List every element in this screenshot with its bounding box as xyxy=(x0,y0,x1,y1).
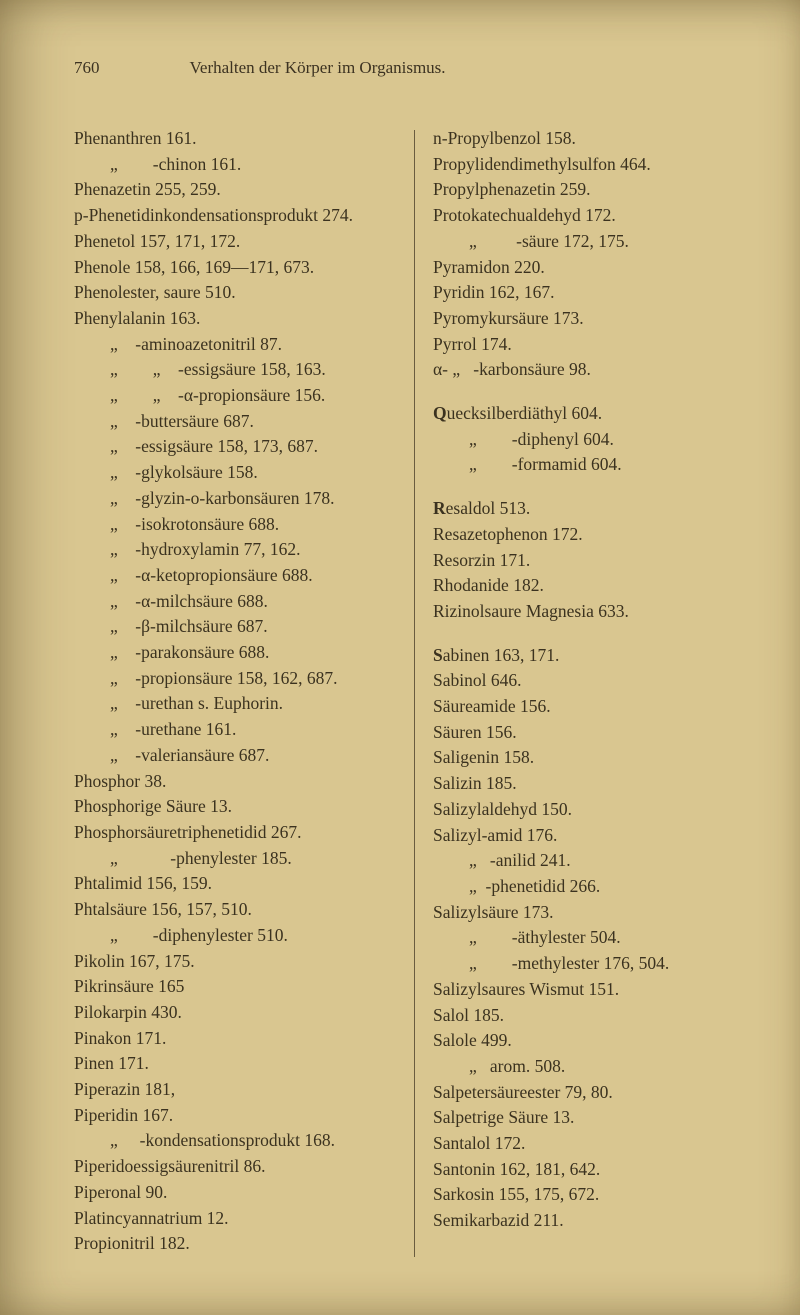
index-entry: Pikolin 167, 175. xyxy=(74,949,400,975)
index-entry: „ „ -essigsäure 158, 163. xyxy=(74,357,400,383)
index-entry: Phosphorsäuretriphenetidid 267. xyxy=(74,820,400,846)
index-entry: „ -methylester 176, 504. xyxy=(433,951,753,977)
index-entry: Pyrrol 174. xyxy=(433,332,753,358)
index-entry: Propylidendimethylsulfon 464. xyxy=(433,152,753,178)
index-entry: Phtalimid 156, 159. xyxy=(74,871,400,897)
index-entry: „ -urethane 161. xyxy=(74,717,400,743)
page-header: 760 Verhalten der Körper im Organismus. xyxy=(74,58,770,78)
index-entry: Santonin 162, 181, 642. xyxy=(433,1157,753,1183)
index-entry: Säureamide 156. xyxy=(433,694,753,720)
index-entry: Quecksilberdiäthyl 604. xyxy=(433,401,753,427)
index-entry: Rhodanide 182. xyxy=(433,573,753,599)
section-initial: Q xyxy=(433,403,447,423)
index-entry: „ -formamid 604. xyxy=(433,452,753,478)
index-entry: „ -säure 172, 175. xyxy=(433,229,753,255)
index-entry: p-Phenetidinkondensationsprodukt 274. xyxy=(74,203,400,229)
index-entry: „ -diphenyl 604. xyxy=(433,427,753,453)
index-entry: Resaldol 513. xyxy=(433,496,753,522)
index-entry: Phenylalanin 163. xyxy=(74,306,400,332)
index-entry: „ -phenylester 185. xyxy=(74,846,400,872)
index-entry: Phtalsäure 156, 157, 510. xyxy=(74,897,400,923)
index-entry: „ -β-milchsäure 687. xyxy=(74,614,400,640)
index-entry: Salpetrige Säure 13. xyxy=(433,1105,753,1131)
index-entry: „ -äthylester 504. xyxy=(433,925,753,951)
index-entry: Piperidin 167. xyxy=(74,1103,400,1129)
index-entry: „ arom. 508. xyxy=(433,1054,753,1080)
index-entry: Salizyl-amid 176. xyxy=(433,823,753,849)
index-entry: Platincyannatrium 12. xyxy=(74,1206,400,1232)
index-entry: Rizinolsaure Magnesia 633. xyxy=(433,599,753,625)
index-entry: Piperonal 90. xyxy=(74,1180,400,1206)
index-columns: Phenanthren 161.„ -chinon 161.Phenazetin… xyxy=(74,126,770,1257)
index-entry: „ -α-milchsäure 688. xyxy=(74,589,400,615)
index-entry: Phenolester, saure 510. xyxy=(74,280,400,306)
index-entry: Pilokarpin 430. xyxy=(74,1000,400,1026)
index-entry: Propionitril 182. xyxy=(74,1231,400,1257)
index-entry: Phenanthren 161. xyxy=(74,126,400,152)
index-entry: Pinen 171. xyxy=(74,1051,400,1077)
index-entry: Salizylaldehyd 150. xyxy=(433,797,753,823)
index-entry: n-Propylbenzol 158. xyxy=(433,126,753,152)
index-entry: Resorzin 171. xyxy=(433,548,753,574)
index-entry: Propylphenazetin 259. xyxy=(433,177,753,203)
index-entry: Pyromykursäure 173. xyxy=(433,306,753,332)
index-entry: Saligenin 158. xyxy=(433,745,753,771)
running-title: Verhalten der Körper im Organismus. xyxy=(190,58,446,78)
index-entry: Resazetophenon 172. xyxy=(433,522,753,548)
index-entry: Piperazin 181, xyxy=(74,1077,400,1103)
index-entry: „ -chinon 161. xyxy=(74,152,400,178)
section-initial: R xyxy=(433,498,446,518)
index-column-left: Phenanthren 161.„ -chinon 161.Phenazetin… xyxy=(74,126,414,1257)
index-entry: Pyridin 162, 167. xyxy=(433,280,753,306)
index-entry: Pinakon 171. xyxy=(74,1026,400,1052)
index-entry: Phosphor 38. xyxy=(74,769,400,795)
index-entry: „ -diphenylester 510. xyxy=(74,923,400,949)
index-entry: Pikrinsäure 165 xyxy=(74,974,400,1000)
index-entry: Salizin 185. xyxy=(433,771,753,797)
index-entry: Salizylsaures Wismut 151. xyxy=(433,977,753,1003)
index-entry: „ -aminoazetonitril 87. xyxy=(74,332,400,358)
index-entry: Piperidoessigsäurenitril 86. xyxy=(74,1154,400,1180)
index-entry: Santalol 172. xyxy=(433,1131,753,1157)
index-entry: Semikarbazid 211. xyxy=(433,1208,753,1234)
index-entry: Sabinol 646. xyxy=(433,668,753,694)
index-entry: Protokatechualdehyd 172. xyxy=(433,203,753,229)
index-entry: Salizylsäure 173. xyxy=(433,900,753,926)
index-entry: „ -urethan s. Euphorin. xyxy=(74,691,400,717)
index-entry: Salole 499. xyxy=(433,1028,753,1054)
index-entry: Pyramidon 220. xyxy=(433,255,753,281)
index-entry: „ -α-ketopropionsäure 688. xyxy=(74,563,400,589)
index-entry: „ -parakonsäure 688. xyxy=(74,640,400,666)
index-entry: „ -buttersäure 687. xyxy=(74,409,400,435)
index-entry: „ -glyzin-o-karbonsäuren 178. xyxy=(74,486,400,512)
section-initial: S xyxy=(433,645,443,665)
index-entry: „ -kondensationsprodukt 168. xyxy=(74,1128,400,1154)
page-number: 760 xyxy=(74,58,100,78)
index-entry: Sarkosin 155, 175, 672. xyxy=(433,1182,753,1208)
index-entry: Phenazetin 255, 259. xyxy=(74,177,400,203)
index-column-right: n-Propylbenzol 158.Propylidendimethylsul… xyxy=(415,126,753,1257)
index-entry: Salpetersäureester 79, 80. xyxy=(433,1080,753,1106)
index-entry: α- „ -karbonsäure 98. xyxy=(433,357,753,383)
index-entry: „ -hydroxylamin 77, 162. xyxy=(74,537,400,563)
index-entry: „ -valeriansäure 687. xyxy=(74,743,400,769)
index-entry: „ -essigsäure 158, 173, 687. xyxy=(74,434,400,460)
index-entry: Phenetol 157, 171, 172. xyxy=(74,229,400,255)
index-entry: „ -anilid 241. xyxy=(433,848,753,874)
index-entry: „ -isokrotonsäure 688. xyxy=(74,512,400,538)
index-entry: Säuren 156. xyxy=(433,720,753,746)
index-entry: „ -propionsäure 158, 162, 687. xyxy=(74,666,400,692)
index-entry: „ -glykolsäure 158. xyxy=(74,460,400,486)
index-entry: „ -phenetidid 266. xyxy=(433,874,753,900)
index-entry: Sabinen 163, 171. xyxy=(433,643,753,669)
index-entry: „ „ -α-propionsäure 156. xyxy=(74,383,400,409)
index-entry: Salol 185. xyxy=(433,1003,753,1029)
index-entry: Phenole 158, 166, 169—171, 673. xyxy=(74,255,400,281)
index-entry: Phosphorige Säure 13. xyxy=(74,794,400,820)
